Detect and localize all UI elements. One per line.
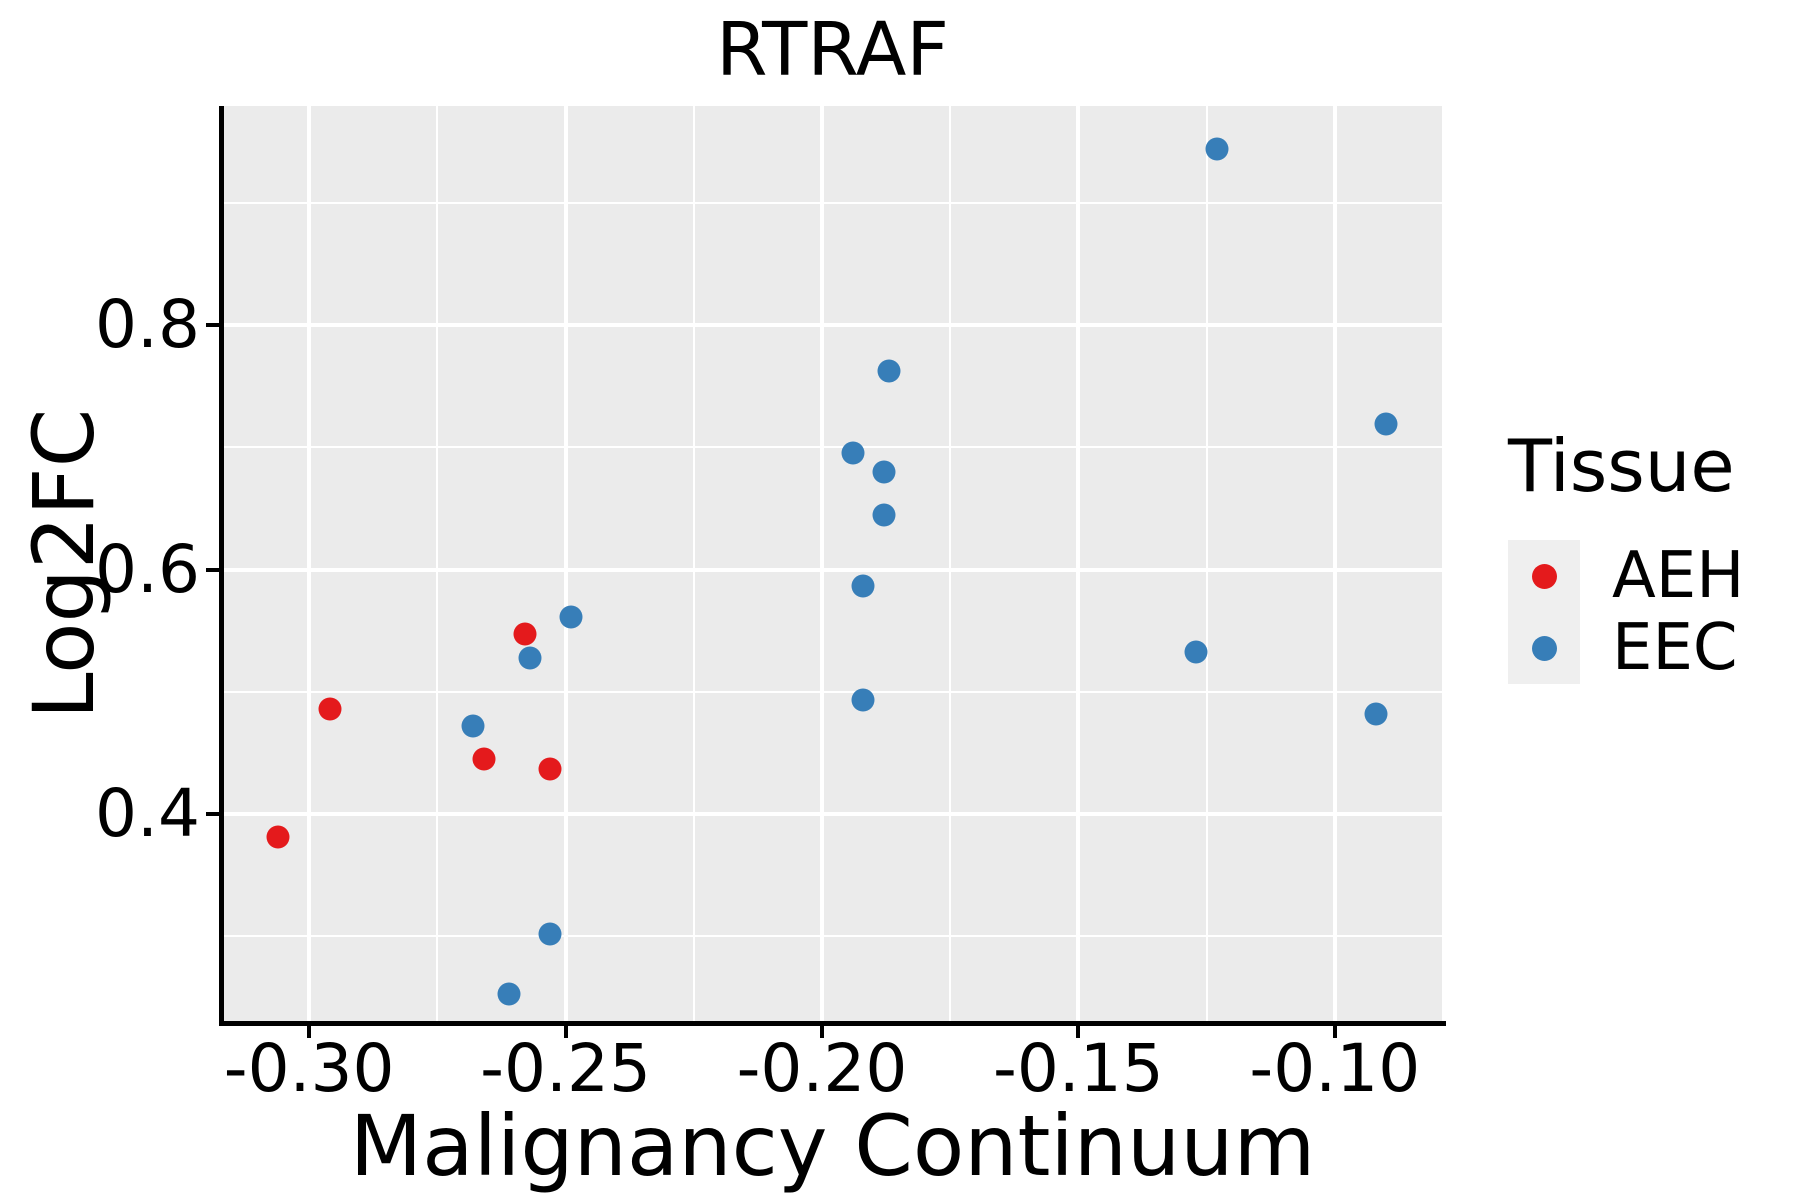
data-point-aeh: [318, 697, 342, 721]
x-major-gridline: [307, 106, 312, 1021]
legend-keybox-aeh: [1508, 540, 1580, 612]
data-point-eec: [518, 646, 542, 670]
data-point-aeh: [538, 757, 562, 781]
data-point-eec: [872, 460, 896, 484]
x-major-gridline: [563, 106, 568, 1021]
data-point-eec: [538, 922, 562, 946]
legend-keys: AEH EEC: [1508, 540, 1744, 684]
data-point-aeh: [266, 825, 290, 849]
y-tick-mark: [206, 323, 219, 328]
x-minor-gridline: [1205, 106, 1208, 1021]
data-point-eec: [1184, 640, 1208, 664]
y-major-gridline: [223, 323, 1442, 328]
data-point-eec: [559, 605, 583, 629]
y-axis-title: Log2FC: [14, 408, 113, 720]
page-title: RTRAF: [716, 7, 949, 93]
x-tick-mark: [819, 1026, 824, 1038]
data-point-aeh: [472, 747, 496, 771]
x-tick-label: -0.15: [993, 1030, 1164, 1107]
y-tick-mark: [206, 812, 219, 817]
legend-label-eec: EEC: [1612, 611, 1738, 685]
data-point-eec: [851, 688, 875, 712]
legend-title: Tissue: [1508, 424, 1735, 508]
x-tick-mark: [563, 1026, 568, 1038]
y-minor-gridline: [223, 935, 1442, 938]
y-tick-label: 0.8: [95, 286, 200, 364]
data-point-eec: [461, 714, 485, 738]
x-major-gridline: [1076, 106, 1081, 1021]
plot-panel: [223, 106, 1442, 1021]
x-axis-title: Malignancy Continuum: [349, 1097, 1316, 1195]
x-tick-mark: [1076, 1026, 1081, 1038]
y-tick-label: 0.4: [95, 775, 200, 853]
data-point-eec: [872, 503, 896, 527]
y-major-gridline: [223, 812, 1442, 817]
x-axis-line: [219, 1021, 1446, 1026]
x-minor-gridline: [692, 106, 695, 1021]
eec-point-icon: [1531, 635, 1557, 661]
y-axis-line: [219, 106, 224, 1026]
x-tick-mark: [307, 1026, 312, 1038]
data-point-aeh: [513, 622, 537, 646]
data-point-eec: [1374, 412, 1398, 436]
x-tick-label: -0.30: [223, 1030, 395, 1107]
y-major-gridline: [223, 567, 1442, 572]
legend: Tissue AEH EEC: [1508, 430, 1744, 684]
x-minor-gridline: [436, 106, 439, 1021]
y-minor-gridline: [223, 690, 1442, 693]
y-minor-gridline: [223, 446, 1442, 449]
legend-keybox-eec: [1508, 612, 1580, 684]
x-minor-gridline: [949, 106, 952, 1021]
y-tick-mark: [206, 567, 219, 572]
data-point-eec: [841, 441, 865, 465]
x-tick-label: -0.25: [480, 1030, 651, 1107]
data-point-eec: [497, 982, 521, 1006]
x-major-gridline: [1332, 106, 1337, 1021]
y-tick-label: 0.6: [95, 530, 200, 608]
aeh-point-icon: [1531, 563, 1557, 589]
data-point-eec: [851, 574, 875, 597]
x-tick-label: -0.10: [1249, 1030, 1421, 1107]
legend-row-aeh: AEH: [1508, 540, 1744, 612]
data-point-eec: [877, 359, 901, 383]
legend-row-eec: EEC: [1508, 612, 1744, 684]
x-tick-label: -0.20: [736, 1030, 908, 1107]
legend-label-aeh: AEH: [1612, 539, 1745, 613]
data-point-eec: [1205, 137, 1229, 161]
y-minor-gridline: [223, 201, 1442, 204]
x-major-gridline: [819, 106, 824, 1021]
data-point-eec: [1364, 702, 1388, 726]
x-tick-mark: [1332, 1026, 1337, 1038]
